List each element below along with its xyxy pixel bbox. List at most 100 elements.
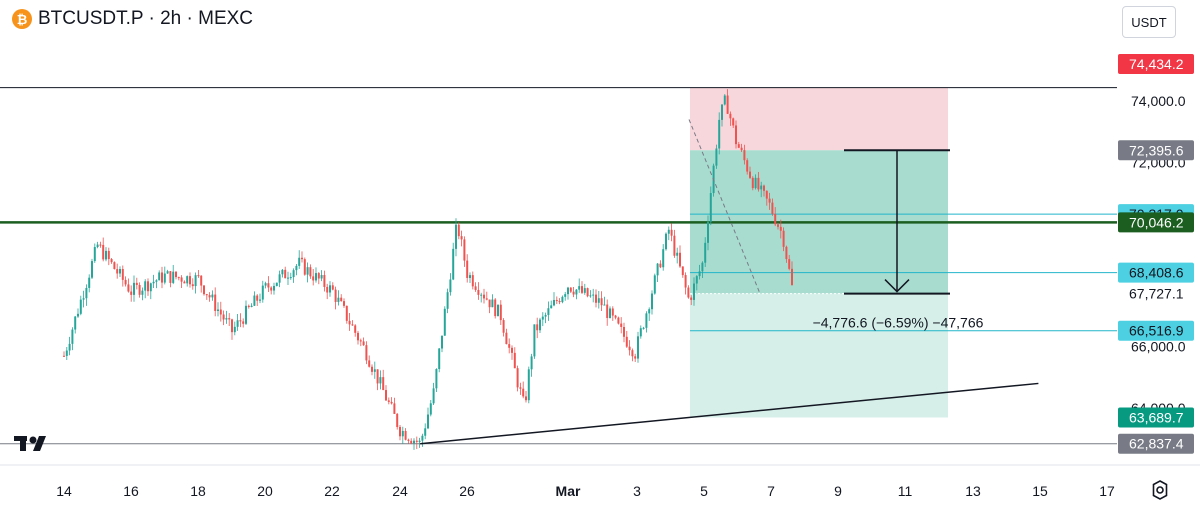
candle-body <box>169 271 172 283</box>
candle-body <box>452 248 455 280</box>
candle-body <box>239 320 242 322</box>
candle-body <box>63 355 65 357</box>
candle-body <box>121 269 124 280</box>
candle-body <box>147 281 149 292</box>
candle-body <box>746 160 749 172</box>
candle-body <box>376 369 379 384</box>
candle-body <box>765 190 768 199</box>
candle-body <box>82 298 85 300</box>
candle-body <box>113 262 116 270</box>
candle-body <box>385 390 387 401</box>
candle-body <box>418 440 421 442</box>
candle-body <box>749 171 751 178</box>
candle-body <box>525 396 527 401</box>
candle-body <box>102 244 105 260</box>
candle-body <box>267 283 270 288</box>
candle-body <box>667 229 670 234</box>
candle-body <box>572 291 575 295</box>
candle-body <box>673 235 676 256</box>
tradingview-logo-icon[interactable] <box>14 433 54 453</box>
candle-body <box>723 95 726 105</box>
candle-body <box>670 229 673 236</box>
candle-body <box>690 297 693 300</box>
candle-body <box>133 282 135 295</box>
price-label-text: 74,434.2 <box>1129 56 1184 72</box>
candle-body <box>141 290 144 295</box>
candle-body <box>334 289 337 302</box>
candle-body <box>172 271 175 283</box>
candle-body <box>779 226 782 231</box>
candle-body <box>382 377 385 391</box>
candle-body <box>247 305 250 308</box>
candle-body <box>85 287 88 299</box>
candle-body <box>718 119 721 149</box>
candle-body <box>329 285 331 293</box>
candle-body <box>553 299 555 306</box>
candle-body <box>208 295 211 298</box>
price-label-bg <box>1118 212 1194 233</box>
candle-body <box>343 301 345 306</box>
candle-body <box>399 427 401 437</box>
candle-body <box>443 308 446 336</box>
candle-body <box>348 320 351 325</box>
candle-body <box>695 276 698 284</box>
candle-body <box>96 244 99 248</box>
candle-body <box>368 360 371 367</box>
candle-body <box>116 269 119 274</box>
candle-body <box>561 296 564 303</box>
candle-body <box>575 289 578 295</box>
candle-body <box>149 283 152 292</box>
candle-body <box>203 285 205 295</box>
x-tick-label: 3 <box>633 483 641 499</box>
candle-body <box>483 294 485 299</box>
x-tick-label: 20 <box>257 483 273 499</box>
candle-body <box>555 299 558 302</box>
candle-body <box>569 287 572 292</box>
candle-body <box>595 294 597 303</box>
price-label: 68,408.6 <box>1118 262 1194 283</box>
candle-body <box>645 313 648 328</box>
candle-body <box>754 177 757 189</box>
candle-body <box>337 297 340 302</box>
candle-body <box>687 287 690 298</box>
candle-body <box>466 260 469 278</box>
price-axis <box>1117 0 1200 465</box>
candle-body <box>205 294 208 296</box>
candle-body <box>662 249 665 268</box>
candle-body <box>600 298 603 306</box>
settings-icon[interactable] <box>1149 479 1171 501</box>
price-label: 72,395.6 <box>1118 140 1194 161</box>
candle-body <box>457 224 460 237</box>
candle-body <box>362 341 365 346</box>
candle-body <box>625 336 628 347</box>
candle-body <box>390 401 393 404</box>
candle-body <box>312 276 315 281</box>
candle-body <box>463 239 466 261</box>
candle-body <box>698 271 701 277</box>
candle-body <box>471 275 474 287</box>
candle-body <box>256 295 259 301</box>
candle-body <box>105 250 107 260</box>
currency-button[interactable]: USDT <box>1122 6 1176 38</box>
candle-body <box>214 294 217 311</box>
candle-body <box>197 275 200 277</box>
candle-body <box>359 340 362 342</box>
x-tick-label: 14 <box>56 483 72 499</box>
candle-body <box>253 295 256 306</box>
candle-body <box>609 308 611 319</box>
candle-body <box>721 104 723 120</box>
candle-body <box>99 244 102 246</box>
candle-body <box>107 250 110 260</box>
candle-body <box>354 325 357 333</box>
candle-body <box>788 259 791 269</box>
candle-body <box>301 257 303 260</box>
candle-body <box>541 316 544 320</box>
x-tick-label: 26 <box>459 483 475 499</box>
candle-body <box>289 277 292 279</box>
candle-body <box>603 304 606 306</box>
symbol-title[interactable]: BTCUSDT.P · 2h · MEXC <box>38 8 254 29</box>
candle-body <box>665 233 667 250</box>
candle-body <box>648 309 651 314</box>
candle-body <box>79 299 82 314</box>
